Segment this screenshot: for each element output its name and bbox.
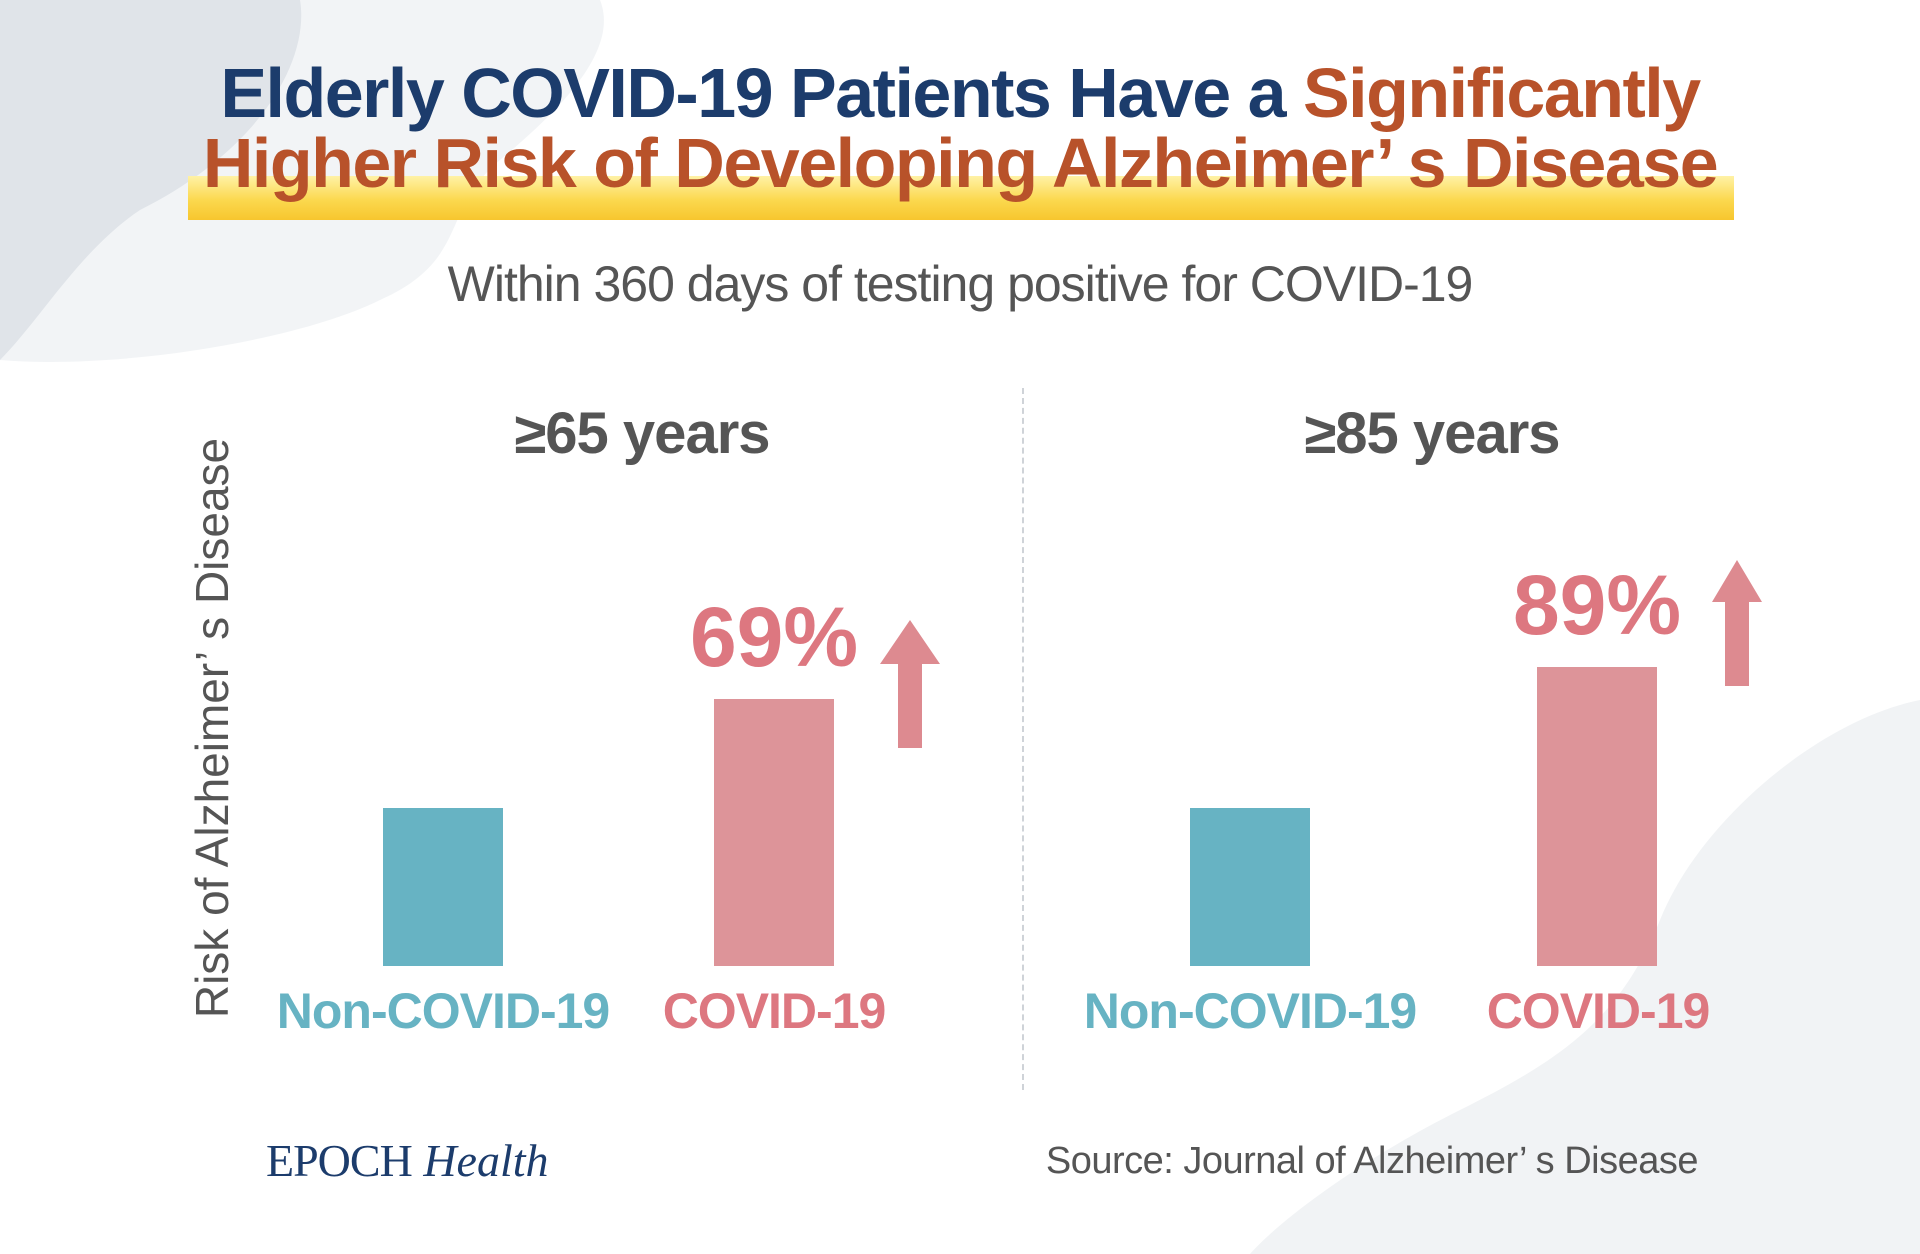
logo-word: EPOCH	[266, 1135, 413, 1186]
up-arrow-icon	[880, 620, 940, 748]
category-label-covid-65: COVID-19	[662, 983, 887, 1039]
panel-title-85: ≥85 years	[1304, 401, 1560, 466]
category-label-non-covid-85: Non-COVID-19	[1083, 983, 1417, 1039]
title-rust-part: Significantly	[1302, 54, 1701, 132]
title-highlight	[188, 176, 1734, 220]
logo-italic: Health	[423, 1135, 549, 1186]
source-citation: Source: Journal of Alzheimer’ s Disease	[1045, 1140, 1699, 1182]
y-axis-label: Risk of Alzheimer’ s Disease	[186, 437, 238, 1019]
bar-covid-85	[1537, 667, 1657, 966]
page-title-line-1: Elderly COVID-19 Patients Have a Signifi…	[0, 58, 1920, 128]
bar-non-covid-65	[383, 808, 503, 966]
epoch-health-logo: EPOCH Health	[266, 1134, 549, 1187]
panel-divider	[1022, 388, 1024, 1090]
bar-non-covid-85	[1190, 808, 1310, 966]
data-label-85: 89%	[1512, 558, 1682, 653]
data-label-65: 69%	[689, 589, 859, 684]
up-arrow-icon	[1712, 560, 1762, 686]
category-label-non-covid-65: Non-COVID-19	[276, 983, 610, 1039]
subtitle: Within 360 days of testing positive for …	[447, 256, 1474, 312]
bar-covid-65	[714, 698, 834, 966]
panel-title-65: ≥65 years	[514, 401, 770, 466]
title-navy-part: Elderly COVID-19 Patients Have a	[220, 54, 1303, 132]
page-title-line-2: Higher Risk of Developing Alzheimer’ s D…	[202, 124, 1719, 202]
category-label-covid-85: COVID-19	[1486, 983, 1711, 1039]
